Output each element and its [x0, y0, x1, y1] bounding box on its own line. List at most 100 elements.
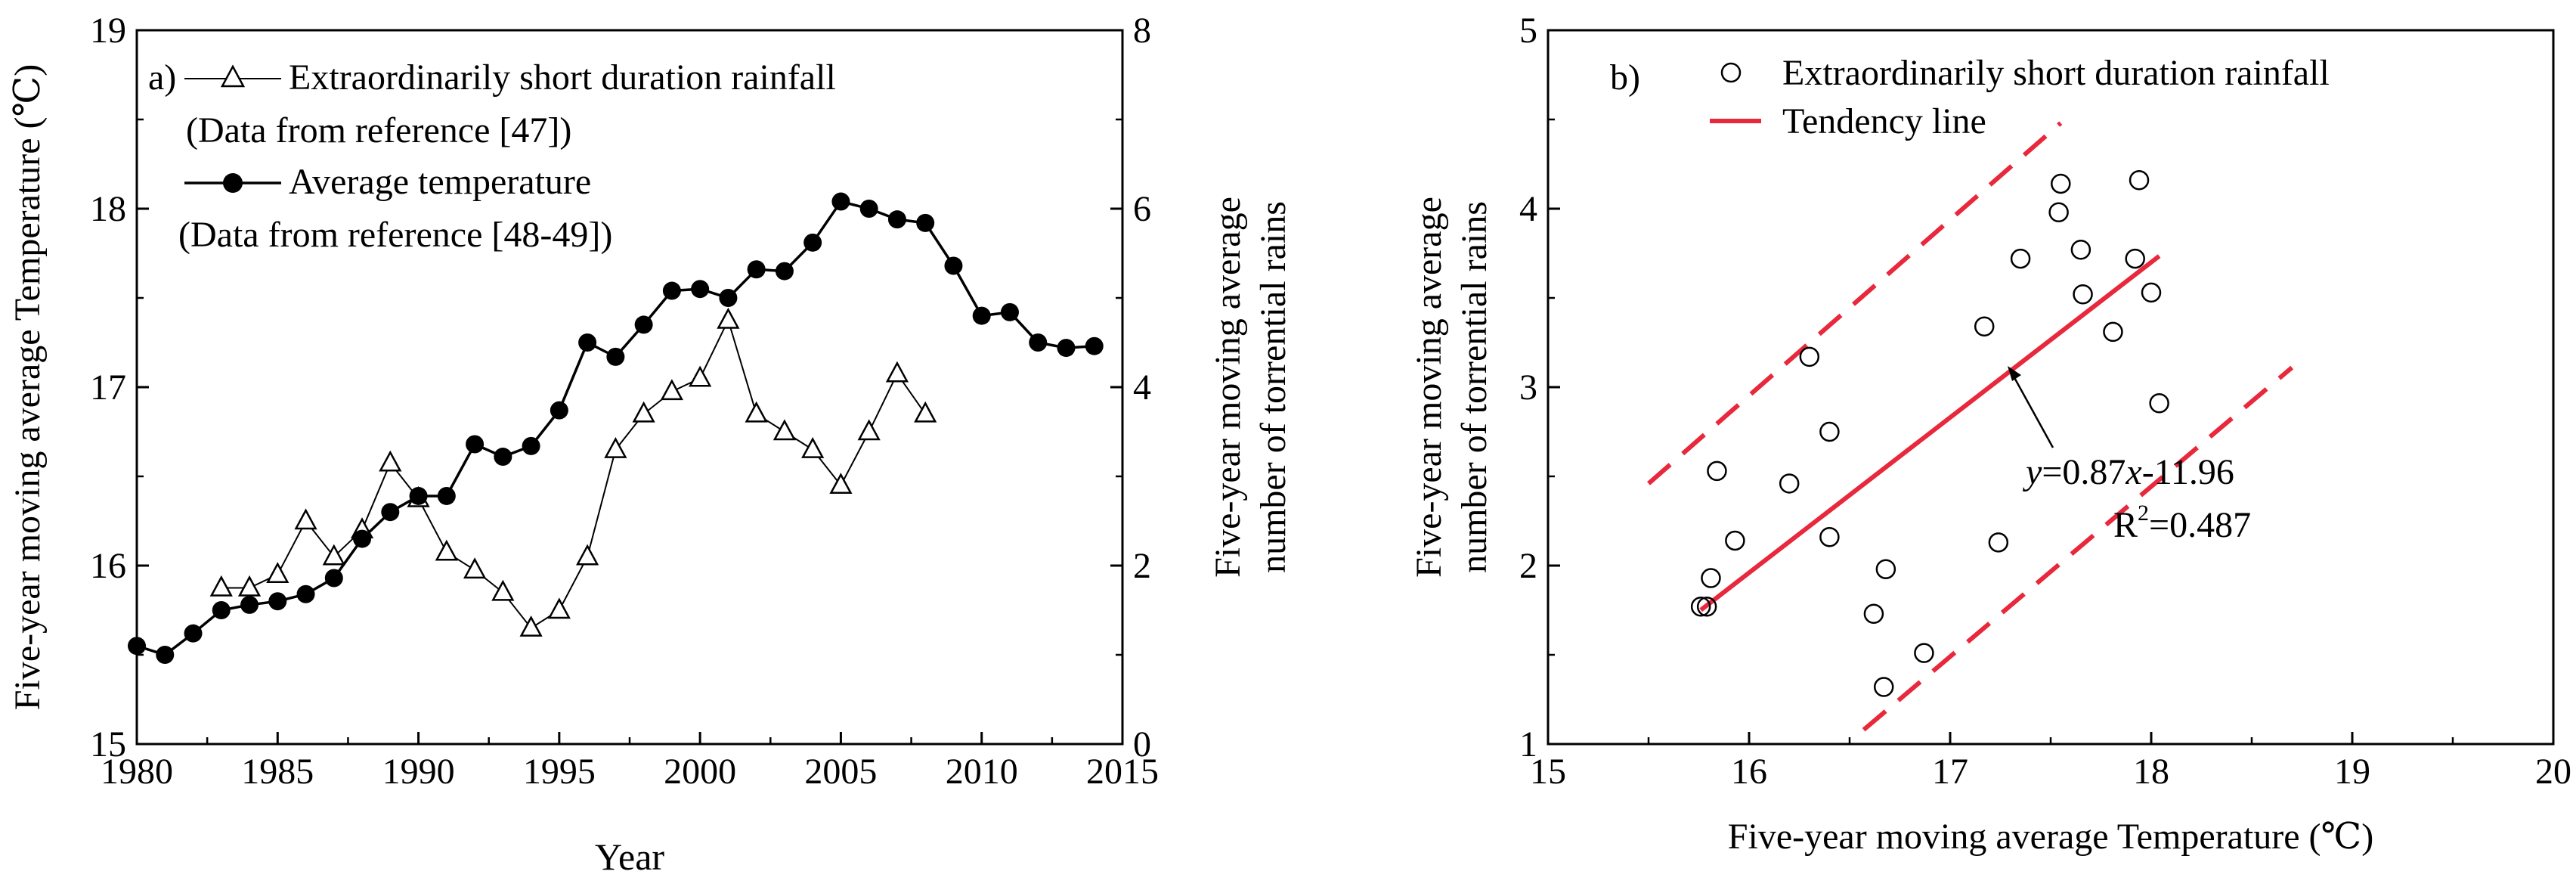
temperature-point [494, 448, 512, 467]
scatter-point [1914, 643, 1934, 663]
rainfall-point [519, 615, 543, 637]
chart-a-x-tick-label: 1995 [523, 752, 596, 792]
regression-equation: y=0.87x-11.96 [2022, 452, 2234, 492]
scatter-point [1690, 597, 1711, 617]
scatter-point [2141, 282, 2162, 303]
chart-b-x-tick-label: 19 [2334, 752, 2370, 792]
scatter-point [1873, 677, 1894, 697]
scatter-point [1974, 316, 1995, 337]
legend-a-rain-note: (Data from reference [47]) [186, 110, 571, 150]
chart-a-y-left-tick-label: 15 [90, 724, 126, 764]
temperature-point [240, 595, 259, 614]
scatter-point [2070, 240, 2091, 260]
scatter-point [1863, 603, 1884, 624]
temperature-point [775, 262, 794, 281]
temperature-point [916, 213, 935, 232]
rainfall-point [660, 379, 683, 401]
scatter-point [2010, 248, 2031, 269]
rainfall-point [689, 365, 712, 387]
chart-b-x-axis-label: Five-year moving average Temperature (℃) [1728, 817, 2373, 857]
chart-b-y-tick-label: 1 [1519, 724, 1537, 764]
scatter-point [1819, 526, 1840, 547]
temperature-point [128, 637, 146, 656]
rainfall-point [772, 419, 797, 441]
chart-a-y-right-tick-label: 8 [1133, 11, 1151, 51]
temperature-point [466, 435, 485, 454]
temperature-point [887, 210, 906, 229]
chart-a-panel-label: a) [148, 57, 176, 98]
chart-a-legend: Extraordinarily short duration rainfall … [178, 57, 836, 255]
legend-a-temp-note: (Data from reference [48-49]) [178, 215, 612, 255]
temperature-point [691, 280, 710, 299]
rainfall-point [266, 562, 289, 584]
temperature-point [1085, 336, 1104, 355]
temperature-point [1029, 333, 1048, 352]
temperature-point [747, 260, 766, 279]
rainfall-point [801, 436, 825, 458]
chart-b-x-tick-label: 17 [1932, 752, 1968, 792]
scatter-point [2051, 173, 2071, 194]
chart-a-x-tick-label: 1990 [382, 752, 455, 792]
chart-a-x-tick-label: 1985 [241, 752, 314, 792]
chart-a-y-left-tick-label: 19 [90, 11, 126, 51]
equation-pointer-line [2011, 373, 2054, 448]
legend-b-circle-marker [1720, 62, 1742, 83]
legend-a-temp-label: Average temperature [289, 162, 591, 202]
chart-a-y-left-axis-label: Five-year moving average Temperature (℃) [8, 64, 48, 710]
chart-a-y-right-axis-label-line2: number of torrential rains [1253, 201, 1293, 573]
chart-a: 1980 1985 1990 1995 2000 2005 2010 201515161718… [8, 11, 1293, 878]
rainfall-point [885, 361, 909, 383]
scatter-point [2125, 248, 2145, 269]
chart-a-y-right-tick-label: 6 [1133, 189, 1151, 229]
chart-a-y-left-tick-label: 18 [90, 189, 126, 229]
chart-a-y-right-tick-label: 0 [1133, 724, 1151, 764]
rainfall-point [379, 450, 402, 472]
chart-a-x-tick-label: 1980 [101, 752, 173, 792]
chart-a-y-left-tick-label: 16 [90, 546, 126, 586]
rainfall-point [604, 436, 627, 458]
scatter-point [1988, 532, 2009, 553]
rainfall-point [745, 401, 768, 423]
scatter-point [1875, 559, 1896, 579]
temperature-point [944, 256, 963, 275]
chart-a-x-tick-label: 2010 [946, 752, 1018, 792]
chart-a-y-right-axis-label-line1: Five-year moving average [1208, 197, 1248, 578]
chart-b-x-tick-label: 16 [1731, 752, 1767, 792]
rainfall-point [914, 401, 937, 423]
chart-b-frame [1547, 29, 2555, 746]
temperature-point [831, 192, 850, 211]
scatter-point [1707, 460, 1727, 482]
scatter-point [2149, 392, 2169, 414]
rainfall-point [209, 575, 233, 597]
temperature-point [803, 233, 822, 252]
temperature-point [578, 333, 597, 352]
scatter-point [1779, 473, 1800, 494]
temperature-point [719, 289, 738, 307]
chart-a-y-left-tick-label: 17 [90, 367, 126, 408]
chart-b-x-tick-label: 15 [1530, 752, 1566, 792]
legend-b-points-label: Extraordinarily short duration rainfall [1782, 53, 2330, 93]
chart-b-y-tick-label: 3 [1519, 367, 1537, 408]
temperature-point [606, 347, 625, 366]
legend-a-circle-marker [223, 173, 243, 193]
legend-b-trend-label: Tendency line [1782, 101, 1986, 141]
scatter-point [1799, 346, 1820, 367]
scatter-point [1819, 421, 1840, 442]
temperature-point [324, 569, 343, 588]
scatter-point [2129, 169, 2150, 191]
legend-a-triangle-marker [220, 64, 246, 88]
chart-a-y-right-tick-label: 2 [1133, 546, 1151, 586]
chart-b-y-tick-label: 4 [1519, 189, 1537, 229]
confidence-band-line [1862, 365, 2294, 732]
rainfall-point [547, 597, 571, 619]
temperature-point [1057, 339, 1076, 358]
chart-b: 15 16 17 18 19 20 1 2 3 4 5 Five-year moving avera… [1409, 11, 2571, 857]
temperature-point [212, 601, 231, 619]
temperature-point [268, 592, 287, 611]
chart-a-x-tick-label: 2000 [664, 752, 736, 792]
scatter-point [2103, 321, 2123, 343]
temperature-point [522, 436, 540, 455]
chart-b-panel-label: b) [1610, 57, 1640, 98]
chart-a-x-tick-label: 2015 [1086, 752, 1159, 792]
chart-b-x-tick-label: 18 [2133, 752, 2169, 792]
